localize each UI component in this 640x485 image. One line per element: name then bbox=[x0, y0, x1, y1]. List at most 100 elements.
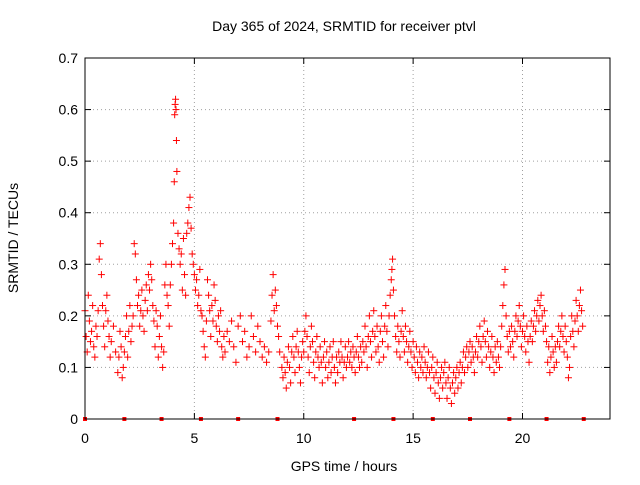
data-point bbox=[263, 358, 271, 366]
data-point bbox=[546, 369, 554, 377]
data-point bbox=[473, 332, 481, 340]
data-point bbox=[498, 322, 506, 330]
data-point bbox=[537, 291, 545, 299]
data-point bbox=[329, 338, 337, 346]
data-point bbox=[356, 363, 364, 371]
data-point bbox=[100, 322, 108, 330]
data-point bbox=[175, 245, 183, 253]
data-point bbox=[548, 332, 556, 340]
data-point bbox=[407, 348, 415, 356]
data-point bbox=[545, 343, 553, 351]
data-point bbox=[230, 343, 238, 351]
data-point bbox=[309, 338, 316, 346]
data-point bbox=[508, 322, 516, 330]
data-point bbox=[99, 302, 106, 310]
data-point bbox=[432, 369, 440, 377]
data-point bbox=[146, 286, 154, 294]
data-points bbox=[81, 95, 587, 408]
data-point bbox=[135, 291, 143, 299]
data-point bbox=[481, 338, 489, 346]
data-point bbox=[395, 338, 403, 346]
data-point bbox=[353, 332, 361, 340]
data-point bbox=[317, 358, 325, 366]
data-point bbox=[365, 312, 373, 320]
data-point bbox=[143, 307, 151, 315]
data-point bbox=[434, 379, 442, 387]
y-tick-label: 0.4 bbox=[59, 205, 79, 221]
data-point bbox=[433, 358, 441, 366]
data-point bbox=[443, 394, 451, 402]
data-point bbox=[430, 374, 438, 382]
data-point bbox=[218, 343, 226, 351]
data-point bbox=[522, 348, 530, 356]
data-point bbox=[321, 338, 329, 346]
data-point bbox=[462, 353, 470, 361]
data-point bbox=[195, 291, 203, 299]
data-point bbox=[536, 302, 544, 310]
data-point bbox=[117, 343, 125, 351]
data-point bbox=[209, 317, 217, 325]
data-point bbox=[484, 327, 491, 335]
data-point bbox=[276, 348, 284, 356]
data-point bbox=[119, 363, 127, 371]
data-point bbox=[124, 353, 132, 361]
data-point bbox=[121, 332, 129, 340]
data-point bbox=[172, 106, 180, 114]
data-point bbox=[474, 353, 482, 361]
data-point bbox=[204, 276, 211, 284]
data-point bbox=[129, 312, 137, 320]
data-point bbox=[558, 312, 566, 320]
data-point bbox=[404, 358, 412, 366]
data-point bbox=[540, 307, 548, 315]
data-point bbox=[302, 312, 310, 320]
y-tick-label: 0.1 bbox=[59, 359, 79, 375]
data-point bbox=[220, 332, 228, 340]
data-point bbox=[410, 353, 418, 361]
data-point bbox=[306, 343, 314, 351]
data-point bbox=[173, 167, 181, 175]
data-point bbox=[287, 379, 295, 387]
data-point bbox=[560, 348, 568, 356]
data-point bbox=[399, 332, 407, 340]
data-point bbox=[486, 363, 494, 371]
data-point bbox=[427, 384, 435, 392]
data-point bbox=[106, 353, 114, 361]
data-point bbox=[150, 317, 158, 325]
data-point bbox=[429, 353, 437, 361]
data-point bbox=[392, 332, 400, 340]
data-point bbox=[159, 363, 167, 371]
data-point bbox=[271, 286, 279, 294]
data-point bbox=[283, 358, 291, 366]
data-point bbox=[172, 137, 180, 145]
data-point bbox=[562, 338, 570, 346]
x-tick-label: 20 bbox=[515, 430, 531, 446]
data-point bbox=[479, 332, 487, 340]
data-point bbox=[181, 271, 189, 279]
data-point bbox=[364, 332, 372, 340]
data-point bbox=[435, 394, 443, 402]
data-point bbox=[369, 327, 377, 335]
data-point bbox=[393, 348, 401, 356]
data-point bbox=[236, 312, 244, 320]
data-point bbox=[208, 302, 216, 310]
data-point bbox=[439, 384, 447, 392]
data-point bbox=[515, 302, 523, 310]
data-point bbox=[372, 348, 380, 356]
data-point bbox=[293, 327, 301, 335]
y-tick-label: 0.2 bbox=[59, 308, 79, 324]
data-point bbox=[330, 363, 338, 371]
data-point bbox=[544, 358, 552, 366]
data-point bbox=[552, 358, 560, 366]
data-point bbox=[288, 348, 296, 356]
data-point bbox=[516, 322, 524, 330]
x-tick-label: 5 bbox=[190, 430, 198, 446]
data-point bbox=[141, 296, 149, 304]
data-point bbox=[139, 312, 147, 320]
data-point bbox=[388, 265, 396, 273]
data-point bbox=[154, 353, 162, 361]
data-point bbox=[513, 332, 521, 340]
data-point bbox=[426, 369, 434, 377]
data-point bbox=[239, 338, 246, 346]
data-point bbox=[93, 332, 101, 340]
data-point bbox=[151, 343, 159, 351]
